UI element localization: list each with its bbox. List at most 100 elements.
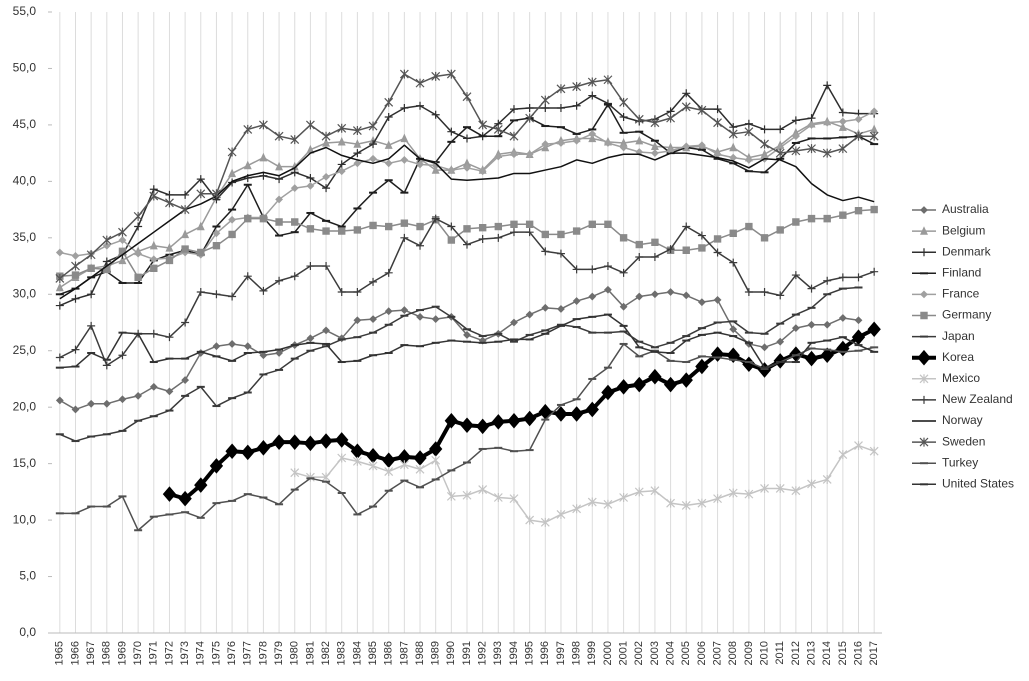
y-tick-label: 55,0 — [13, 4, 37, 18]
point-marker — [838, 144, 848, 154]
point-marker — [71, 271, 80, 279]
point-marker — [369, 140, 378, 149]
point-marker — [557, 230, 565, 239]
legend-marker — [920, 248, 928, 257]
point-marker — [491, 414, 505, 430]
point-marker — [854, 273, 863, 282]
point-marker — [556, 103, 565, 112]
point-marker — [478, 485, 488, 495]
x-tick-label: 2010 — [758, 641, 770, 665]
point-marker — [697, 105, 707, 115]
point-marker — [149, 329, 158, 338]
point-marker — [666, 288, 675, 296]
point-marker — [682, 222, 691, 231]
point-marker — [870, 124, 879, 134]
point-marker — [635, 253, 644, 262]
point-marker — [807, 214, 816, 223]
point-marker — [337, 136, 346, 146]
x-tick-label: 1988 — [414, 641, 426, 665]
point-marker — [275, 349, 283, 357]
point-marker — [416, 241, 425, 250]
point-marker — [212, 189, 221, 199]
point-marker — [682, 246, 690, 254]
point-marker — [588, 292, 597, 301]
point-marker — [259, 351, 268, 360]
point-marker — [494, 233, 503, 242]
point-marker — [525, 228, 534, 237]
point-marker — [541, 230, 550, 239]
x-tick-label: 1968 — [101, 641, 113, 665]
legend-marker — [917, 349, 931, 366]
point-marker — [773, 353, 787, 369]
point-marker — [507, 412, 521, 429]
x-tick-label: 2008 — [727, 641, 739, 665]
x-tick-label: 1967 — [85, 641, 97, 665]
point-marker — [55, 273, 65, 283]
point-marker — [569, 406, 584, 422]
legend-label: New Zealand — [942, 392, 1013, 406]
point-marker — [820, 347, 834, 364]
point-marker — [446, 491, 456, 501]
point-marker — [632, 376, 646, 393]
x-tick-label: 2006 — [696, 641, 708, 665]
point-marker — [291, 218, 299, 226]
point-marker — [635, 240, 643, 249]
point-marker — [522, 410, 537, 427]
point-marker — [510, 150, 518, 159]
x-tick-label: 1973 — [179, 641, 191, 665]
x-tick-label: 1994 — [508, 641, 520, 665]
point-marker — [447, 127, 456, 136]
point-marker — [839, 211, 847, 219]
point-marker — [258, 120, 268, 130]
point-marker — [87, 264, 95, 273]
point-marker — [181, 229, 190, 239]
point-marker — [431, 214, 440, 223]
point-marker — [306, 262, 315, 271]
y-tick-label: 5,0 — [19, 569, 36, 583]
point-marker — [869, 446, 879, 456]
point-marker — [838, 450, 848, 460]
point-marker — [118, 236, 127, 244]
point-marker — [823, 118, 832, 127]
point-marker — [366, 447, 380, 464]
y-tick-label: 20,0 — [13, 399, 37, 413]
point-marker — [572, 136, 581, 145]
x-tick-label: 2007 — [711, 641, 723, 665]
point-marker — [838, 314, 847, 322]
point-marker — [679, 372, 693, 388]
legend-marker — [920, 395, 928, 404]
x-tick-label: 1974 — [195, 641, 207, 665]
point-marker — [275, 218, 283, 226]
point-marker — [556, 249, 565, 258]
point-marker — [228, 230, 236, 239]
point-marker — [416, 312, 424, 321]
legend-marker — [920, 206, 928, 214]
point-marker — [415, 78, 425, 88]
point-marker — [259, 152, 268, 162]
point-marker — [870, 205, 878, 214]
point-marker — [510, 318, 518, 327]
y-tick-label: 50,0 — [13, 61, 37, 75]
point-marker — [713, 494, 722, 504]
point-marker — [212, 242, 221, 250]
x-tick-label: 1991 — [461, 641, 473, 665]
point-marker — [698, 244, 706, 252]
point-marker — [476, 418, 490, 435]
point-marker — [804, 350, 819, 367]
point-marker — [823, 276, 832, 285]
x-tick-label: 2009 — [743, 641, 755, 665]
point-marker — [713, 296, 722, 304]
point-marker — [337, 160, 346, 169]
point-marker — [212, 229, 221, 238]
x-tick-label: 1987 — [398, 641, 410, 665]
point-marker — [118, 255, 127, 265]
point-marker — [807, 114, 816, 123]
x-tick-label: 1965 — [54, 641, 66, 665]
legend-label: United States — [942, 476, 1014, 490]
legend-marker — [920, 311, 928, 320]
point-marker — [447, 236, 456, 244]
point-marker — [306, 334, 315, 343]
x-tick-label: 1977 — [242, 641, 254, 665]
point-marker — [337, 453, 347, 463]
point-marker — [619, 268, 628, 277]
